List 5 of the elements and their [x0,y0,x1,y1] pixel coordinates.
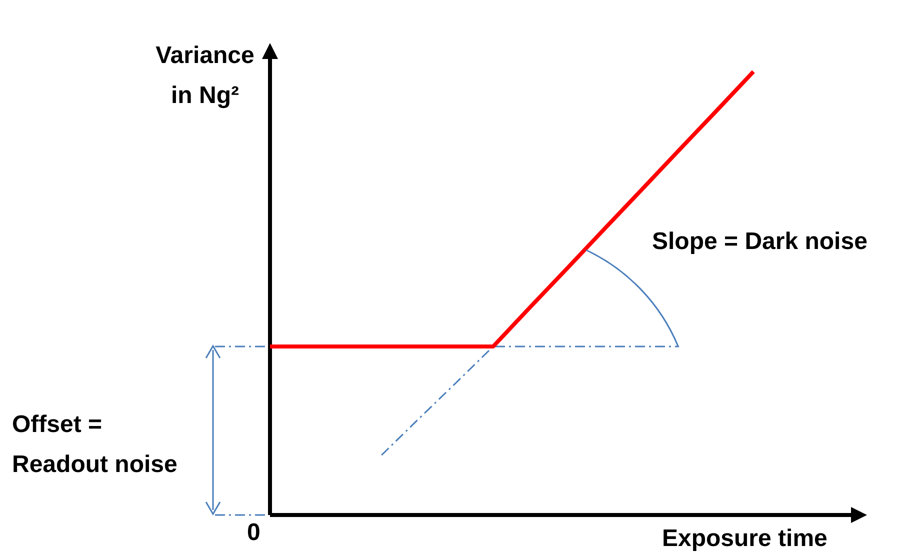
text: Offset = Readout noise [12,410,178,480]
annotation: Slope = Dark noise [652,227,868,257]
y-axis-title: Variance in Ng² [154,41,256,111]
text: 0 [247,518,260,548]
x-axis-title: Exposure time [662,524,828,554]
